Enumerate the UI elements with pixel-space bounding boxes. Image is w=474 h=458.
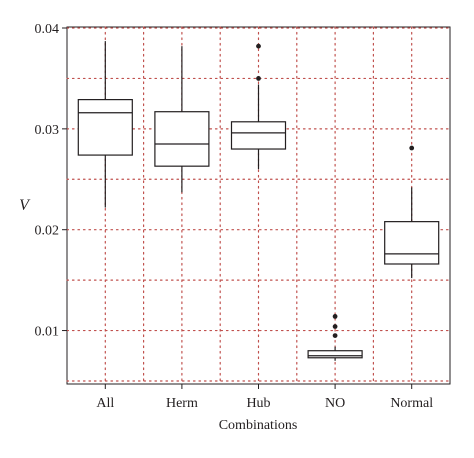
box-hub — [230, 43, 287, 170]
outlier-point — [256, 76, 261, 81]
x-tick-label-hub: Hub — [246, 396, 270, 411]
box-layer — [77, 41, 440, 361]
iqr-box — [77, 99, 133, 156]
y-axis-title: V — [19, 197, 31, 214]
iqr-box — [384, 221, 440, 265]
y-tick-label: 0.03 — [35, 123, 60, 138]
box-normal — [384, 145, 440, 279]
x-axis-title: Combinations — [219, 418, 298, 433]
y-tick-label: 0.04 — [35, 22, 60, 37]
outlier-point — [332, 333, 338, 338]
x-tick-label-normal: Normal — [390, 396, 433, 411]
grid-layer — [66, 26, 451, 385]
box-herm — [154, 46, 210, 193]
iqr-box — [154, 111, 210, 167]
x-tick-label-all: All — [96, 396, 114, 411]
y-tick-label: 0.02 — [35, 224, 60, 239]
x-tick-label-no: NO — [325, 396, 345, 411]
box-all — [77, 41, 133, 208]
iqr-box — [307, 350, 363, 359]
x-tick-label-herm: Herm — [166, 396, 198, 411]
y-tick-label: 0.01 — [35, 325, 60, 340]
outlier-point — [332, 324, 338, 329]
outlier-point — [256, 43, 261, 49]
box-no — [307, 314, 363, 361]
iqr-box — [230, 121, 287, 150]
outlier-point — [332, 314, 338, 319]
tick-layer: 0.01 0.02 0.03 0.04 All Herm Hub NO Normal — [35, 22, 434, 411]
outlier-point — [409, 145, 415, 151]
